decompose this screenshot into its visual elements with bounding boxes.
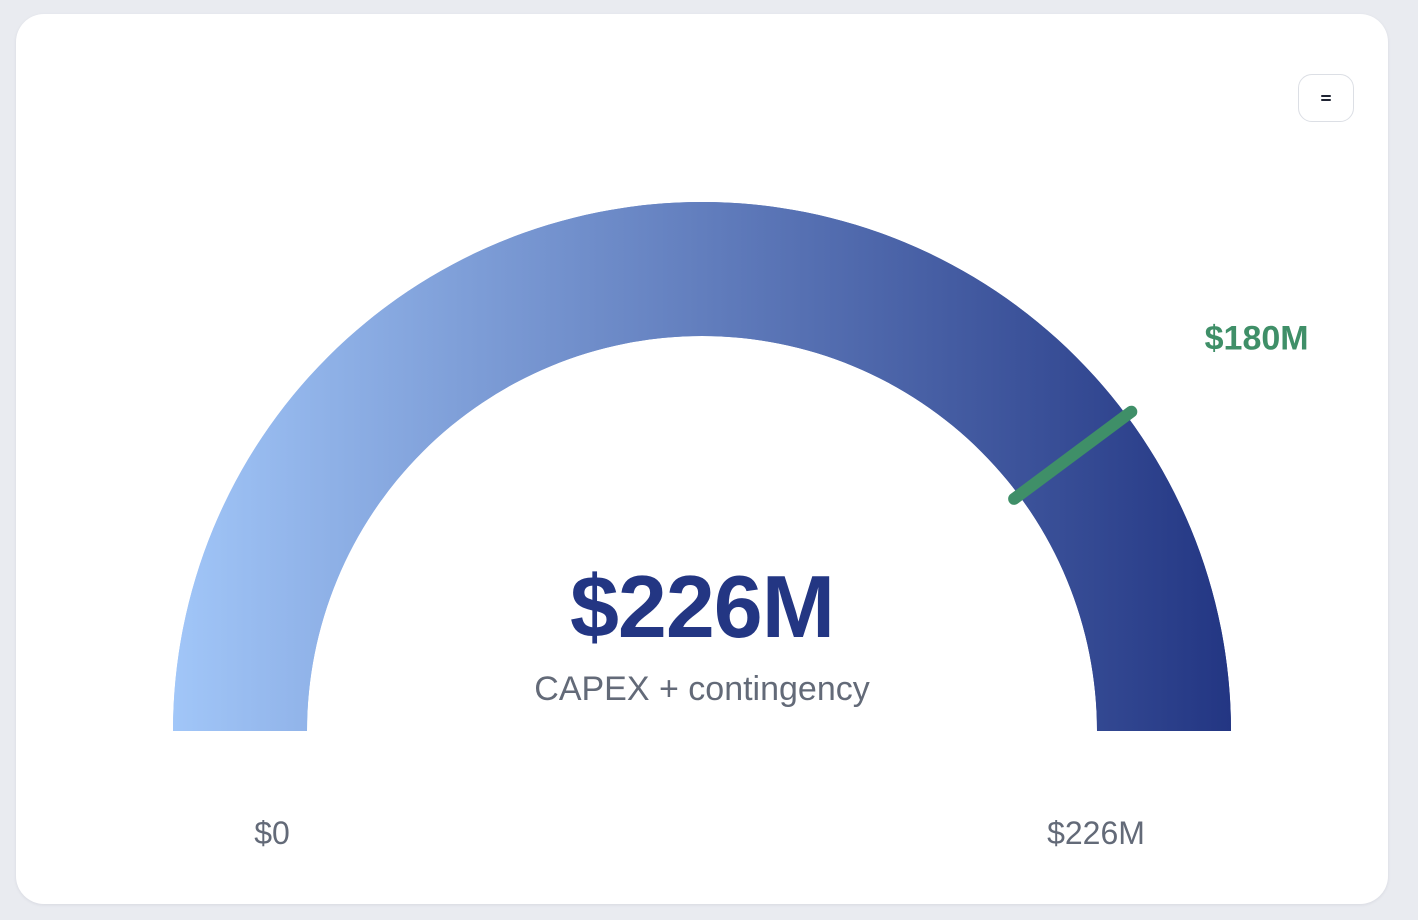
target-label: $180M: [1205, 320, 1309, 358]
gauge-min-label: $0: [254, 815, 290, 851]
gauge-card: [16, 14, 1388, 904]
gauge-subtitle: CAPEX + contingency: [534, 670, 869, 708]
target-marker: [1008, 405, 1138, 505]
gauge-value-fill: [173, 202, 1231, 731]
menu-button[interactable]: [1298, 74, 1354, 122]
menu-icon: [1321, 95, 1331, 101]
gauge-value: $226M: [570, 557, 834, 656]
gauge-max-label: $226M: [1047, 815, 1145, 851]
